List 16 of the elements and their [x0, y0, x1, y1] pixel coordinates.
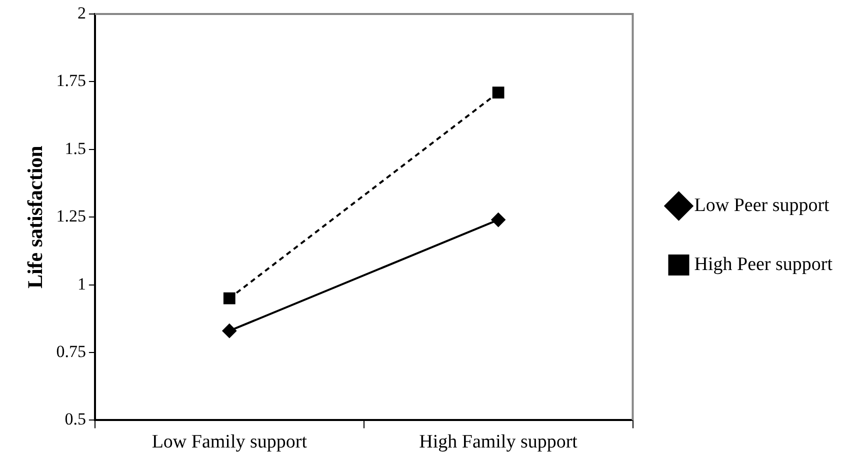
y-axis-title: Life satisfaction: [23, 145, 48, 289]
y-tick-label: 1: [77, 274, 86, 294]
y-tick-label: 1.5: [64, 138, 86, 158]
x-tick-label: Low Family support: [152, 432, 308, 453]
point: [492, 86, 504, 98]
point: [491, 212, 506, 227]
y-tick-label: 2: [77, 3, 86, 22]
legend-label: High Peer support: [694, 254, 834, 275]
x-tick-label: High Family support: [419, 432, 578, 453]
point: [222, 324, 236, 338]
y-tick-label: 1.25: [56, 206, 86, 226]
legend-label: Low Peer support: [694, 194, 830, 216]
y-tick-label: 1.75: [56, 71, 86, 90]
y-tick-label: 0.75: [56, 342, 86, 361]
y-tick-label: 0.5: [64, 410, 86, 429]
point: [223, 292, 236, 304]
